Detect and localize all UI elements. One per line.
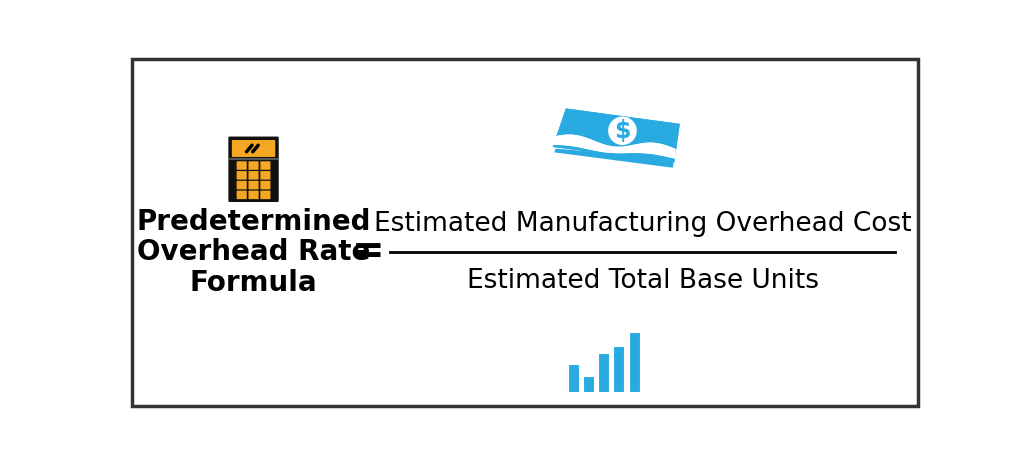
FancyBboxPatch shape — [260, 161, 270, 170]
Polygon shape — [554, 115, 678, 168]
FancyBboxPatch shape — [237, 181, 247, 189]
FancyBboxPatch shape — [237, 190, 247, 199]
Bar — [568, 364, 581, 393]
Text: Formula: Formula — [189, 269, 317, 297]
Text: =: = — [352, 233, 385, 272]
Circle shape — [608, 117, 637, 145]
Text: $: $ — [614, 119, 631, 143]
Polygon shape — [553, 108, 680, 162]
Text: Predetermined: Predetermined — [136, 207, 371, 236]
FancyBboxPatch shape — [260, 171, 270, 180]
Text: Overhead Rate: Overhead Rate — [137, 238, 371, 266]
FancyBboxPatch shape — [249, 161, 259, 170]
FancyBboxPatch shape — [249, 171, 259, 180]
Text: Estimated Total Base Units: Estimated Total Base Units — [467, 268, 818, 294]
Bar — [613, 346, 626, 393]
FancyBboxPatch shape — [249, 190, 259, 199]
Polygon shape — [553, 108, 680, 162]
Bar — [629, 332, 641, 393]
FancyBboxPatch shape — [228, 136, 279, 202]
FancyBboxPatch shape — [231, 140, 275, 157]
FancyBboxPatch shape — [249, 181, 259, 189]
FancyBboxPatch shape — [237, 171, 247, 180]
FancyBboxPatch shape — [260, 190, 270, 199]
Polygon shape — [554, 113, 680, 159]
Text: Estimated Manufacturing Overhead Cost: Estimated Manufacturing Overhead Cost — [374, 211, 911, 237]
FancyBboxPatch shape — [237, 161, 247, 170]
Bar — [598, 353, 609, 393]
FancyBboxPatch shape — [260, 181, 270, 189]
Bar — [583, 377, 595, 393]
